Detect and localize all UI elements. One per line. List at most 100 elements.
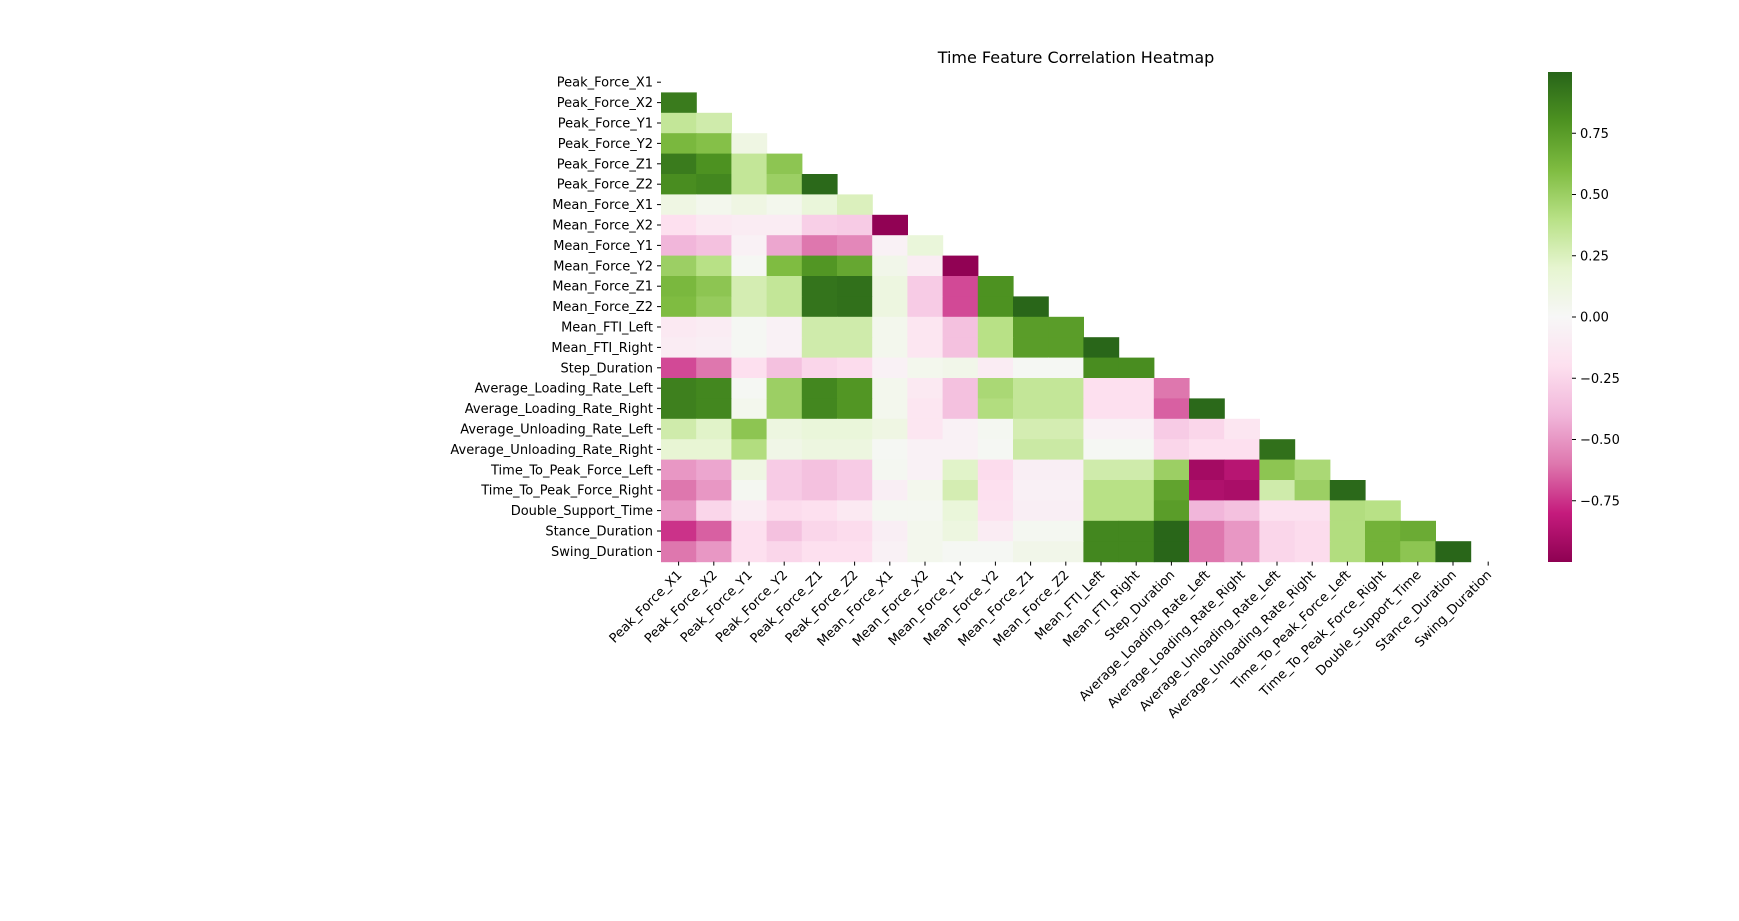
- heatmap-cell: [942, 418, 979, 440]
- heatmap-cell: [801, 500, 838, 522]
- heatmap-cell: [766, 439, 803, 461]
- heatmap-cell: [731, 357, 768, 379]
- heatmap-cell: [942, 296, 979, 318]
- heatmap-cell: [1083, 418, 1120, 440]
- heatmap-cell: [731, 459, 768, 481]
- heatmap-cell: [696, 153, 732, 175]
- heatmap-cell: [766, 337, 803, 359]
- y-axis-tick-label: Mean_Force_Y2: [553, 259, 653, 274]
- heatmap-cell: [766, 357, 803, 379]
- heatmap-cell: [1118, 378, 1155, 399]
- heatmap-cell: [1153, 398, 1190, 420]
- heatmap-cell: [977, 378, 1014, 399]
- y-axis-tick-label: Mean_Force_X1: [552, 198, 653, 213]
- heatmap-cell: [1294, 500, 1331, 522]
- colorbar-tick-label: −0.75: [1580, 494, 1620, 509]
- y-axis-tick-label: Mean_FTI_Right: [551, 341, 653, 356]
- heatmap-cell: [907, 480, 944, 501]
- heatmap-cell: [1365, 520, 1401, 542]
- heatmap-cell: [837, 541, 873, 563]
- heatmap-cell: [696, 214, 732, 236]
- heatmap-cell: [977, 520, 1014, 542]
- heatmap-cell: [1294, 541, 1331, 563]
- heatmap-cell: [1048, 316, 1084, 338]
- heatmap-cell: [661, 296, 697, 318]
- heatmap-cell: [696, 276, 732, 297]
- heatmap-cell: [907, 357, 944, 379]
- heatmap-cell: [1189, 459, 1225, 481]
- heatmap-cell: [837, 378, 873, 399]
- heatmap-cell: [731, 153, 768, 175]
- heatmap-cell: [696, 459, 732, 481]
- heatmap-cell: [801, 235, 838, 257]
- heatmap-cell: [1189, 398, 1225, 420]
- heatmap-cell: [766, 459, 803, 481]
- heatmap-cell: [977, 357, 1014, 379]
- heatmap-cell: [801, 174, 838, 195]
- heatmap-cell: [1294, 459, 1331, 481]
- y-axis-tick-label: Average_Loading_Rate_Right: [465, 402, 653, 417]
- heatmap-cell: [942, 337, 979, 359]
- y-axis-tick-label: Average_Unloading_Rate_Right: [450, 443, 653, 458]
- heatmap-cell: [696, 133, 732, 155]
- heatmap-cell: [1153, 459, 1190, 481]
- heatmap-cell: [1013, 439, 1049, 461]
- heatmap-cell: [942, 459, 979, 481]
- heatmap-cell: [661, 378, 697, 399]
- heatmap-cell: [872, 480, 908, 501]
- heatmap-cell: [907, 276, 944, 297]
- heatmap-cell: [1224, 418, 1260, 440]
- heatmap-cells: [661, 92, 1472, 563]
- heatmap-cell: [942, 255, 979, 277]
- heatmap-cell: [907, 439, 944, 461]
- heatmap-cell: [801, 296, 838, 318]
- heatmap-cell: [766, 296, 803, 318]
- heatmap-cell: [872, 214, 908, 236]
- heatmap-cell: [1224, 459, 1260, 481]
- heatmap-cell: [942, 276, 979, 297]
- heatmap-cell: [1048, 459, 1084, 481]
- heatmap-cell: [801, 439, 838, 461]
- heatmap-cell: [731, 235, 768, 257]
- heatmap-cell: [731, 520, 768, 542]
- heatmap-cell: [977, 439, 1014, 461]
- heatmap-cell: [766, 520, 803, 542]
- heatmap-cell: [942, 316, 979, 338]
- heatmap-cell: [837, 520, 873, 542]
- heatmap-cell: [661, 153, 697, 175]
- heatmap-cell: [1118, 418, 1155, 440]
- heatmap-cell: [766, 500, 803, 522]
- heatmap-cell: [731, 378, 768, 399]
- y-axis-tick-label: Stance_Duration: [545, 525, 653, 540]
- heatmap-cell: [942, 378, 979, 399]
- heatmap-cell: [872, 378, 908, 399]
- heatmap-cell: [661, 194, 697, 216]
- heatmap-cell: [1013, 316, 1049, 338]
- heatmap-cell: [872, 520, 908, 542]
- heatmap-cell: [731, 418, 768, 440]
- heatmap-cell: [1013, 541, 1049, 563]
- heatmap-cell: [661, 398, 697, 420]
- heatmap-cell: [942, 480, 979, 501]
- heatmap-cell: [766, 541, 803, 563]
- heatmap-cell: [977, 337, 1014, 359]
- heatmap-cell: [837, 214, 873, 236]
- heatmap-cell: [837, 439, 873, 461]
- heatmap-cell: [731, 276, 768, 297]
- heatmap-cell: [837, 357, 873, 379]
- heatmap-cell: [661, 174, 697, 195]
- heatmap-cell: [766, 398, 803, 420]
- heatmap-cell: [731, 541, 768, 563]
- heatmap-cell: [801, 276, 838, 297]
- heatmap-cell: [696, 357, 732, 379]
- heatmap-cell: [731, 337, 768, 359]
- heatmap-cell: [1329, 480, 1366, 501]
- heatmap-cell: [731, 316, 768, 338]
- heatmap-cell: [1048, 418, 1084, 440]
- heatmap-cell: [661, 480, 697, 501]
- heatmap-cell: [907, 235, 944, 257]
- heatmap-cell: [1013, 357, 1049, 379]
- heatmap-cell: [872, 418, 908, 440]
- heatmap-cell: [872, 500, 908, 522]
